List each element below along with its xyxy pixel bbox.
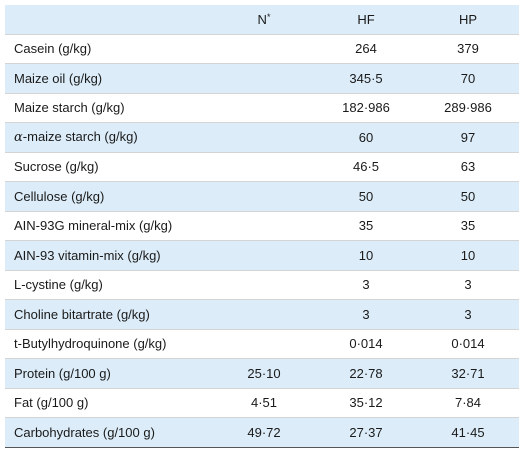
diet-composition-table-container: N* HF HP Casein (g/kg) 264 379 Maize oil (g… bbox=[5, 5, 519, 448]
row-value-hf: 27·37 bbox=[315, 417, 417, 448]
row-ingredient-label: AIN-93G mineral-mix (g/kg) bbox=[14, 218, 173, 234]
row-value-hf: 0·014 bbox=[315, 328, 417, 359]
table-row: Casein (g/kg) 264 379 bbox=[5, 33, 519, 64]
table-row: Choline bitartrate (g/kg) 3 3 bbox=[5, 299, 519, 329]
row-ingredient-label: -maize starch (g/kg) bbox=[22, 129, 138, 145]
table-row: Maize oil (g/kg) 345·5 70 bbox=[5, 63, 519, 93]
row-value-hp: 379 bbox=[417, 33, 519, 64]
row-ingredient: Protein (g/100 g) bbox=[5, 358, 213, 388]
header-n-footnote-mark: * bbox=[266, 11, 271, 22]
row-ingredient: L-cystine (g/kg) bbox=[5, 269, 213, 300]
header-hp: HP bbox=[458, 11, 478, 27]
row-ingredient: Sucrose (g/kg) bbox=[5, 151, 213, 182]
table-row: Protein (g/100 g) 25·10 22·78 32·71 bbox=[5, 358, 519, 388]
table-row: L-cystine (g/kg) 3 3 bbox=[5, 269, 519, 300]
table-row: AIN-93G mineral-mix (g/kg) 35 35 bbox=[5, 210, 519, 241]
table-body: Casein (g/kg) 264 379 Maize oil (g/kg) 345·5… bbox=[5, 33, 519, 448]
row-value-hp: 10 bbox=[417, 240, 519, 270]
row-ingredient-label: Maize starch (g/kg) bbox=[14, 100, 125, 116]
row-value-hp: 97 bbox=[417, 122, 519, 152]
row-value-n bbox=[213, 240, 315, 270]
diet-composition-table: N* HF HP Casein (g/kg) 264 379 Maize oil (g… bbox=[5, 5, 519, 448]
row-ingredient-label: t-Butylhydroquinone (g/kg) bbox=[14, 336, 167, 352]
row-value-n bbox=[213, 210, 315, 241]
header-row: N* HF HP bbox=[5, 5, 519, 34]
row-value-hp: 289·986 bbox=[417, 92, 519, 123]
row-ingredient-label: Cellulose (g/kg) bbox=[14, 188, 105, 204]
row-value-n bbox=[213, 181, 315, 211]
row-value-hp: 70 bbox=[417, 63, 519, 93]
row-ingredient-label: AIN-93 vitamin-mix (g/kg) bbox=[14, 247, 161, 263]
row-ingredient: Carbohydrates (g/100 g) bbox=[5, 417, 213, 448]
row-value-hp: 41·45 bbox=[417, 417, 519, 448]
row-ingredient: Fat (g/100 g) bbox=[5, 387, 213, 418]
table-row: Sucrose (g/kg) 46·5 63 bbox=[5, 151, 519, 182]
row-value-hp: 3 bbox=[417, 299, 519, 329]
row-value-hf: 35·12 bbox=[315, 387, 417, 418]
row-value-hp: 63 bbox=[417, 151, 519, 182]
row-ingredient-label: Sucrose (g/kg) bbox=[14, 159, 99, 175]
table-row: Cellulose (g/kg) 50 50 bbox=[5, 181, 519, 211]
row-ingredient-label: Carbohydrates (g/100 g) bbox=[14, 424, 155, 440]
row-value-hp: 32·71 bbox=[417, 358, 519, 388]
row-value-n: 4·51 bbox=[213, 387, 315, 418]
row-value-hf: 46·5 bbox=[315, 151, 417, 182]
row-value-hf: 264 bbox=[315, 33, 417, 64]
row-value-hf: 60 bbox=[315, 122, 417, 152]
row-ingredient: α-maize starch (g/kg) bbox=[5, 122, 213, 152]
row-ingredient: AIN-93G mineral-mix (g/kg) bbox=[5, 210, 213, 241]
row-value-hf: 35 bbox=[315, 210, 417, 241]
row-value-n bbox=[213, 299, 315, 329]
row-ingredient-label: Maize oil (g/kg) bbox=[14, 70, 103, 86]
row-ingredient-label: Choline bitartrate (g/kg) bbox=[14, 306, 150, 322]
table-row: Fat (g/100 g) 4·51 35·12 7·84 bbox=[5, 387, 519, 418]
row-value-hp: 7·84 bbox=[417, 387, 519, 418]
row-value-n: 25·10 bbox=[213, 358, 315, 388]
row-ingredient: Choline bitartrate (g/kg) bbox=[5, 299, 213, 329]
row-value-hp: 50 bbox=[417, 181, 519, 211]
table-row: AIN-93 vitamin-mix (g/kg) 10 10 bbox=[5, 240, 519, 270]
row-ingredient-greek-prefix: α bbox=[14, 130, 23, 146]
row-ingredient-label: Fat (g/100 g) bbox=[14, 395, 89, 411]
table-row: Maize starch (g/kg) 182·986 289·986 bbox=[5, 92, 519, 123]
row-ingredient: AIN-93 vitamin-mix (g/kg) bbox=[5, 240, 213, 270]
row-ingredient: Maize starch (g/kg) bbox=[5, 92, 213, 123]
row-ingredient-label: Casein (g/kg) bbox=[14, 41, 92, 57]
row-value-hf: 345·5 bbox=[315, 63, 417, 93]
header-ingredient bbox=[5, 5, 213, 34]
row-value-hp: 3 bbox=[417, 269, 519, 300]
row-ingredient-label: L-cystine (g/kg) bbox=[14, 277, 103, 293]
table-header: N* HF HP bbox=[5, 5, 519, 34]
header-hf: HF bbox=[357, 11, 375, 27]
table-row: Carbohydrates (g/100 g) 49·72 27·37 41·45 bbox=[5, 417, 519, 448]
row-ingredient: t-Butylhydroquinone (g/kg) bbox=[5, 328, 213, 359]
row-value-hf: 3 bbox=[315, 269, 417, 300]
row-value-n bbox=[213, 269, 315, 300]
row-value-hf: 182·986 bbox=[315, 92, 417, 123]
row-ingredient-label: Protein (g/100 g) bbox=[14, 365, 111, 381]
row-value-hp: 0·014 bbox=[417, 328, 519, 359]
row-ingredient: Casein (g/kg) bbox=[5, 33, 213, 64]
row-value-hf: 50 bbox=[315, 181, 417, 211]
row-value-n bbox=[213, 92, 315, 123]
header-n-label: N bbox=[257, 11, 267, 27]
row-value-hp: 35 bbox=[417, 210, 519, 241]
row-value-n bbox=[213, 33, 315, 64]
row-ingredient: Maize oil (g/kg) bbox=[5, 63, 213, 93]
row-ingredient: Cellulose (g/kg) bbox=[5, 181, 213, 211]
row-value-hf: 22·78 bbox=[315, 358, 417, 388]
row-value-n bbox=[213, 151, 315, 182]
table-row: t-Butylhydroquinone (g/kg) 0·014 0·014 bbox=[5, 328, 519, 359]
row-value-n bbox=[213, 328, 315, 359]
row-value-n bbox=[213, 63, 315, 93]
row-value-n bbox=[213, 122, 315, 152]
row-value-n: 49·72 bbox=[213, 417, 315, 448]
header-n: N* bbox=[213, 5, 315, 34]
row-value-hf: 3 bbox=[315, 299, 417, 329]
table-row: α-maize starch (g/kg) 60 97 bbox=[5, 122, 519, 152]
row-value-hf: 10 bbox=[315, 240, 417, 270]
